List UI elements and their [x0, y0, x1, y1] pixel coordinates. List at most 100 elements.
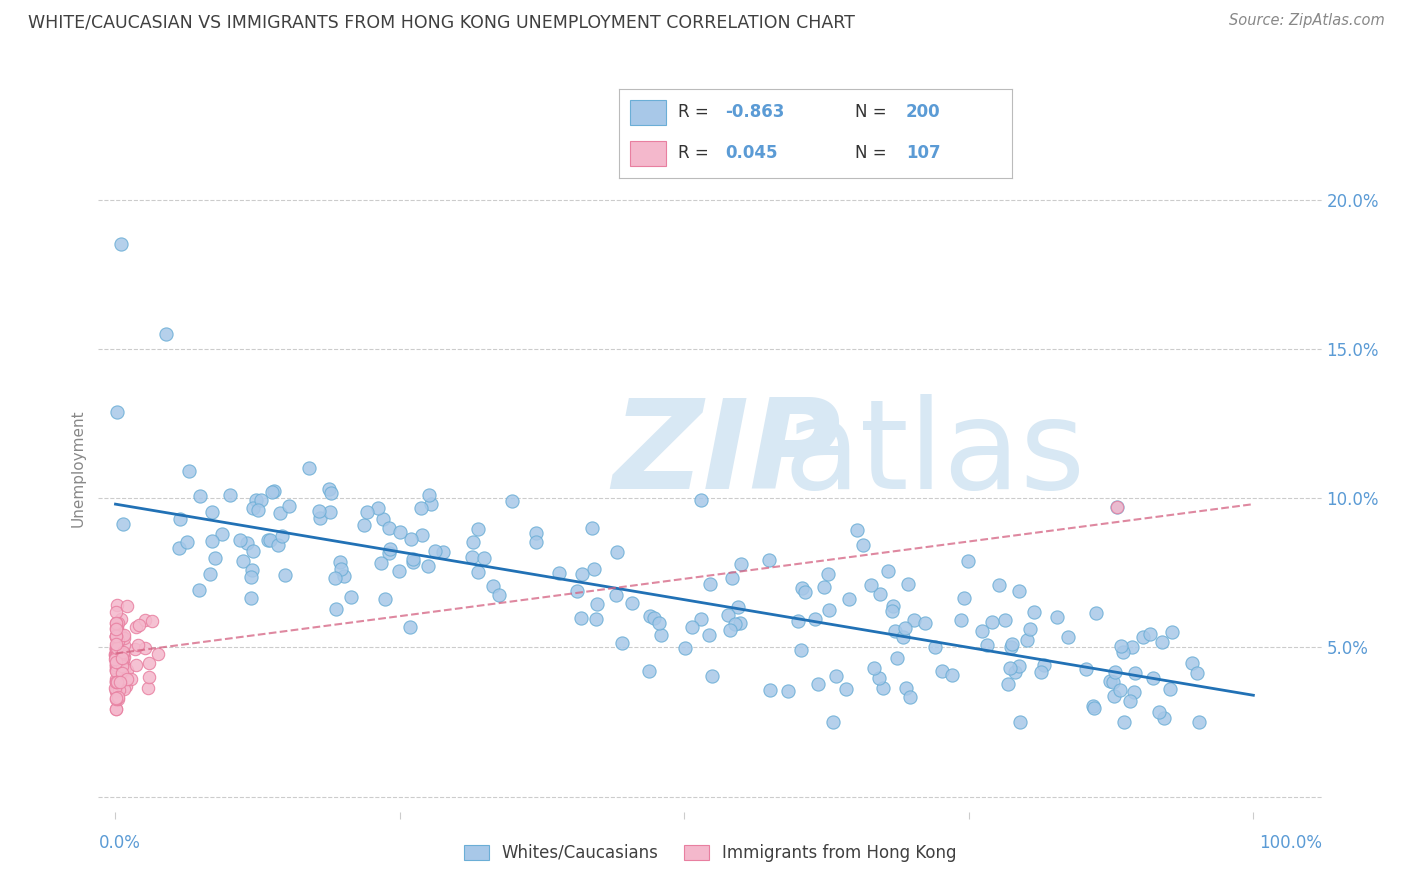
Point	[105, 665, 128, 679]
Point	[308, 503, 330, 517]
Point	[1057, 631, 1080, 645]
Point	[472, 551, 495, 566]
Point	[112, 650, 135, 665]
Y-axis label: Unemployment: Unemployment	[70, 409, 86, 527]
Point	[794, 585, 817, 599]
Point	[325, 601, 347, 615]
Point	[976, 638, 998, 652]
Point	[104, 664, 127, 678]
Point	[104, 663, 127, 677]
Point	[260, 485, 283, 500]
Point	[104, 636, 127, 650]
Point	[107, 662, 129, 676]
Point	[104, 691, 127, 706]
Point	[356, 505, 378, 519]
Point	[1074, 661, 1097, 675]
Point	[229, 533, 252, 548]
Point	[914, 615, 936, 630]
Point	[882, 599, 904, 614]
Point	[1119, 693, 1142, 707]
Text: R =: R =	[678, 145, 714, 162]
Point	[1046, 610, 1069, 624]
Point	[1004, 665, 1026, 679]
Point	[269, 506, 291, 520]
Point	[104, 658, 127, 673]
Point	[883, 624, 905, 638]
Point	[128, 618, 150, 632]
Point	[792, 582, 814, 596]
Point	[242, 500, 264, 515]
Point	[104, 684, 127, 698]
Point	[105, 649, 128, 664]
Point	[1139, 627, 1161, 641]
Point	[402, 555, 425, 569]
Point	[176, 534, 198, 549]
Point	[105, 646, 128, 660]
Text: -0.863: -0.863	[725, 103, 785, 121]
Point	[104, 622, 127, 636]
Point	[882, 604, 904, 618]
Point	[107, 673, 129, 687]
Point	[924, 640, 946, 655]
Point	[1083, 700, 1105, 714]
Point	[169, 511, 191, 525]
Point	[167, 541, 190, 556]
Point	[105, 675, 128, 690]
Point	[104, 665, 127, 679]
Point	[859, 578, 882, 592]
Point	[308, 511, 330, 525]
Point	[981, 615, 1004, 629]
Point	[728, 616, 751, 631]
Point	[716, 608, 738, 623]
Point	[105, 629, 128, 643]
Point	[108, 674, 131, 689]
Point	[105, 599, 128, 613]
Bar	[630, 100, 666, 125]
Point	[107, 616, 129, 631]
Point	[105, 662, 128, 676]
Point	[1147, 705, 1170, 719]
Point	[931, 664, 953, 678]
Point	[1022, 605, 1045, 619]
Point	[104, 675, 127, 690]
Point	[329, 561, 352, 575]
Point	[1010, 715, 1032, 730]
Point	[804, 612, 827, 626]
Point	[893, 621, 915, 635]
Point	[418, 488, 440, 502]
Text: 100.0%: 100.0%	[1258, 834, 1322, 852]
Point	[112, 645, 135, 659]
Point	[813, 581, 835, 595]
Point	[411, 528, 433, 542]
Point	[104, 615, 127, 630]
Point	[398, 620, 420, 634]
Point	[104, 702, 127, 716]
Text: N =: N =	[855, 145, 891, 162]
Point	[481, 579, 503, 593]
Point	[1098, 674, 1121, 689]
Point	[105, 629, 128, 643]
Point	[1142, 671, 1164, 685]
Point	[105, 702, 128, 716]
Point	[807, 677, 830, 691]
Point	[547, 566, 569, 580]
Point	[108, 652, 131, 666]
Point	[177, 464, 200, 478]
Point	[1112, 645, 1135, 659]
Point	[1105, 500, 1128, 515]
Point	[110, 237, 132, 252]
Point	[586, 597, 609, 611]
Point	[852, 538, 875, 552]
Point	[835, 682, 858, 697]
Text: 0.0%: 0.0%	[98, 834, 141, 852]
Point	[724, 616, 747, 631]
Point	[105, 649, 128, 664]
Point	[105, 639, 128, 653]
Point	[720, 572, 742, 586]
Point	[1181, 656, 1204, 670]
Point	[108, 631, 131, 645]
Point	[605, 588, 627, 602]
Point	[240, 563, 263, 577]
Point	[104, 684, 127, 698]
Point	[105, 649, 128, 664]
